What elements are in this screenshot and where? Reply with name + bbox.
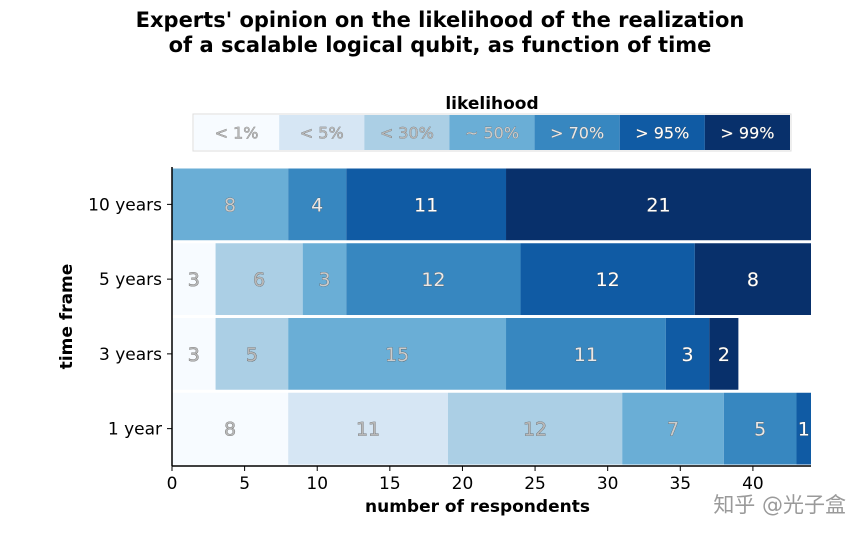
watermark: 知乎 @光子盒 — [713, 493, 846, 517]
bar-1-year-1 — [172, 392, 289, 465]
x-tick-label: 25 — [524, 474, 546, 494]
legend-entry: ~ 50% — [465, 124, 519, 143]
data-label: 2 — [718, 344, 730, 366]
x-tick-label: 15 — [379, 474, 401, 494]
bar-1-year-95 — [796, 392, 811, 465]
bar-3-years-70 — [506, 318, 666, 390]
y-tick-label: 1 year — [108, 420, 162, 440]
data-label: 8 — [747, 269, 759, 291]
y-axis-label: time frame — [57, 264, 77, 370]
data-label: 6 — [253, 269, 265, 291]
x-tick-label: 5 — [239, 474, 250, 494]
data-label: 5 — [246, 344, 258, 366]
bar-1-year-5 — [288, 392, 448, 465]
legend-entry: > 95% — [635, 124, 689, 143]
legend-swatch-99 — [704, 115, 790, 150]
x-axis-label: number of respondents — [365, 497, 590, 517]
data-label: 12 — [421, 269, 445, 291]
legend-swatch-70 — [534, 115, 620, 150]
y-tick-label: 10 years — [88, 195, 162, 215]
data-label: 21 — [646, 194, 670, 216]
data-label: 7 — [667, 419, 679, 441]
x-tick-label: 30 — [597, 474, 619, 494]
bar-3-years-99 — [709, 318, 739, 390]
x-tick-label: 40 — [742, 474, 764, 494]
legend-entry: > 99% — [720, 124, 774, 143]
legend-swatch-1 — [194, 115, 280, 150]
bar-3-years-1 — [172, 318, 216, 390]
x-tick-label: 35 — [669, 474, 691, 494]
data-label: 11 — [356, 419, 380, 441]
legend-title: likelihood — [445, 94, 538, 114]
bar-1-year-70 — [723, 392, 797, 465]
data-label: 3 — [318, 269, 330, 291]
chart-title-line-1: Experts' opinion on the likelihood of th… — [135, 8, 745, 32]
legend-swatch-5 — [279, 115, 365, 150]
data-label: 11 — [414, 194, 438, 216]
bar-10-years-95 — [346, 168, 507, 241]
bar-5-years-95 — [520, 243, 695, 315]
legend-swatch-30 — [364, 115, 450, 150]
chart-title: Experts' opinion on the likelihood of th… — [60, 8, 820, 58]
data-label: 8 — [224, 419, 236, 441]
data-label: 3 — [188, 269, 200, 291]
legend-swatch-50 — [449, 115, 535, 150]
x-tick-label: 10 — [306, 474, 328, 494]
data-label: 15 — [385, 344, 409, 366]
bar-5-years-1 — [172, 243, 216, 315]
data-label: 11 — [574, 344, 598, 366]
x-tick-label: 20 — [452, 474, 474, 494]
bar-1-year-30 — [447, 392, 623, 465]
chart-title-line-2: of a scalable logical qubit, as function… — [168, 33, 712, 57]
bar-3-years-50 — [288, 318, 507, 390]
data-label: 3 — [188, 344, 200, 366]
bar-3-years-30 — [215, 318, 289, 390]
y-tick-label: 5 years — [99, 270, 162, 290]
bar-10-years-99 — [506, 168, 811, 241]
legend-entry: < 1% — [215, 124, 259, 143]
data-label: 4 — [311, 194, 323, 216]
y-tick-label: 3 years — [99, 345, 162, 365]
data-label: 12 — [523, 419, 547, 441]
data-label: 5 — [754, 419, 766, 441]
legend-swatch-95 — [619, 115, 705, 150]
bar-5-years-99 — [694, 243, 811, 315]
legend-frame — [192, 113, 792, 152]
bar-10-years-70 — [288, 168, 347, 241]
bar-1-year-50 — [622, 392, 724, 465]
bar-10-years-50 — [172, 168, 289, 241]
bar-5-years-50 — [302, 243, 347, 315]
data-label: 3 — [682, 344, 694, 366]
bar-5-years-70 — [346, 243, 521, 315]
legend-entry: < 30% — [380, 124, 434, 143]
data-label: 12 — [596, 269, 620, 291]
bar-3-years-95 — [665, 318, 710, 390]
legend-entry: > 70% — [550, 124, 604, 143]
legend-entry: < 5% — [300, 124, 344, 143]
bar-5-years-30 — [215, 243, 303, 315]
data-label: 1 — [798, 419, 810, 441]
data-label: 8 — [224, 194, 236, 216]
x-tick-label: 0 — [167, 474, 178, 494]
